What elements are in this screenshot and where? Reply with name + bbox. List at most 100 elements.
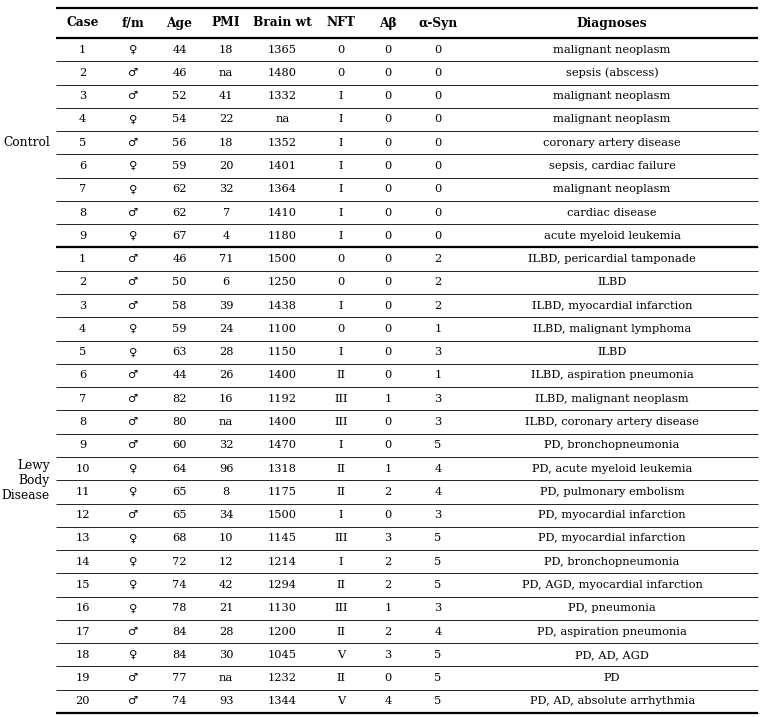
Text: 0: 0 <box>434 115 442 125</box>
Text: 1364: 1364 <box>268 184 297 194</box>
Text: 4: 4 <box>434 464 442 474</box>
Text: malignant neoplasm: malignant neoplasm <box>554 184 671 194</box>
Text: ♂: ♂ <box>128 511 138 520</box>
Text: 1438: 1438 <box>268 300 297 310</box>
Text: PD, pulmonary embolism: PD, pulmonary embolism <box>540 487 685 497</box>
Text: ♂: ♂ <box>128 417 138 427</box>
Text: 1: 1 <box>385 603 391 613</box>
Text: ♂: ♂ <box>128 68 138 78</box>
Text: ♀: ♀ <box>129 533 137 543</box>
Text: 2: 2 <box>385 627 391 637</box>
Text: 71: 71 <box>219 254 234 264</box>
Text: 1200: 1200 <box>268 627 297 637</box>
Text: 22: 22 <box>219 115 234 125</box>
Text: 3: 3 <box>79 300 87 310</box>
Text: 65: 65 <box>172 487 187 497</box>
Text: 0: 0 <box>385 277 391 288</box>
Text: 2: 2 <box>79 277 87 288</box>
Text: I: I <box>339 231 343 241</box>
Text: 42: 42 <box>219 580 234 590</box>
Text: Age: Age <box>166 16 192 29</box>
Text: ILBD: ILBD <box>597 277 627 288</box>
Text: 62: 62 <box>172 184 187 194</box>
Text: 1130: 1130 <box>268 603 297 613</box>
Text: PD, myocardial infarction: PD, myocardial infarction <box>538 533 686 543</box>
Text: 10: 10 <box>219 533 234 543</box>
Text: ♀: ♀ <box>129 161 137 171</box>
Text: I: I <box>339 347 343 357</box>
Text: PD, myocardial infarction: PD, myocardial infarction <box>538 511 686 520</box>
Text: V: V <box>337 696 345 706</box>
Text: ♂: ♂ <box>128 277 138 288</box>
Text: ♀: ♀ <box>129 487 137 497</box>
Text: 4: 4 <box>434 627 442 637</box>
Text: 1470: 1470 <box>268 440 297 450</box>
Text: 0: 0 <box>434 68 442 78</box>
Text: II: II <box>336 371 345 381</box>
Text: 5: 5 <box>434 696 442 706</box>
Text: 1344: 1344 <box>268 696 297 706</box>
Text: ♂: ♂ <box>128 627 138 637</box>
Text: ♀: ♀ <box>129 347 137 357</box>
Text: III: III <box>334 394 348 404</box>
Text: α-Syn: α-Syn <box>418 16 458 29</box>
Text: 82: 82 <box>172 394 187 404</box>
Text: 0: 0 <box>385 511 391 520</box>
Text: 7: 7 <box>79 184 87 194</box>
Text: 0: 0 <box>434 184 442 194</box>
Text: I: I <box>339 300 343 310</box>
Text: 0: 0 <box>385 138 391 148</box>
Text: 1232: 1232 <box>268 673 297 683</box>
Text: 0: 0 <box>434 138 442 148</box>
Text: 3: 3 <box>434 417 442 427</box>
Text: ♂: ♂ <box>128 300 138 310</box>
Text: 0: 0 <box>337 277 345 288</box>
Text: 0: 0 <box>385 673 391 683</box>
Text: 1294: 1294 <box>268 580 297 590</box>
Text: ♂: ♂ <box>128 440 138 450</box>
Text: 6: 6 <box>79 161 87 171</box>
Text: 4: 4 <box>385 696 391 706</box>
Text: 5: 5 <box>434 580 442 590</box>
Text: 1175: 1175 <box>268 487 297 497</box>
Text: 18: 18 <box>76 650 90 660</box>
Text: 9: 9 <box>79 231 87 241</box>
Text: 96: 96 <box>219 464 234 474</box>
Text: coronary artery disease: coronary artery disease <box>543 138 681 148</box>
Text: acute myeloid leukemia: acute myeloid leukemia <box>544 231 681 241</box>
Text: 15: 15 <box>76 580 90 590</box>
Text: 46: 46 <box>172 254 187 264</box>
Text: Control: Control <box>3 136 50 149</box>
Text: 0: 0 <box>337 68 345 78</box>
Text: ILBD, myocardial infarction: ILBD, myocardial infarction <box>532 300 692 310</box>
Text: 84: 84 <box>172 650 187 660</box>
Text: 1400: 1400 <box>268 417 297 427</box>
Text: 1: 1 <box>79 254 87 264</box>
Text: 0: 0 <box>434 44 442 54</box>
Text: 1100: 1100 <box>268 324 297 334</box>
Text: I: I <box>339 556 343 566</box>
Text: 20: 20 <box>219 161 234 171</box>
Text: 12: 12 <box>219 556 234 566</box>
Text: 5: 5 <box>434 440 442 450</box>
Text: 2: 2 <box>434 300 442 310</box>
Text: malignant neoplasm: malignant neoplasm <box>554 44 671 54</box>
Text: ILBD, pericardial tamponade: ILBD, pericardial tamponade <box>529 254 696 264</box>
Text: 0: 0 <box>385 347 391 357</box>
Text: 1: 1 <box>385 394 391 404</box>
Text: 1332: 1332 <box>268 91 297 101</box>
Text: ♀: ♀ <box>129 44 137 54</box>
Text: ♀: ♀ <box>129 580 137 590</box>
Text: 5: 5 <box>79 138 87 148</box>
Text: 0: 0 <box>385 44 391 54</box>
Text: 0: 0 <box>385 440 391 450</box>
Text: 2: 2 <box>385 556 391 566</box>
Text: 60: 60 <box>172 440 187 450</box>
Text: 1500: 1500 <box>268 254 297 264</box>
Text: III: III <box>334 603 348 613</box>
Text: 63: 63 <box>172 347 187 357</box>
Text: 0: 0 <box>337 44 345 54</box>
Text: 74: 74 <box>172 580 187 590</box>
Text: Lewy
Body
Disease: Lewy Body Disease <box>2 459 50 502</box>
Text: 0: 0 <box>385 254 391 264</box>
